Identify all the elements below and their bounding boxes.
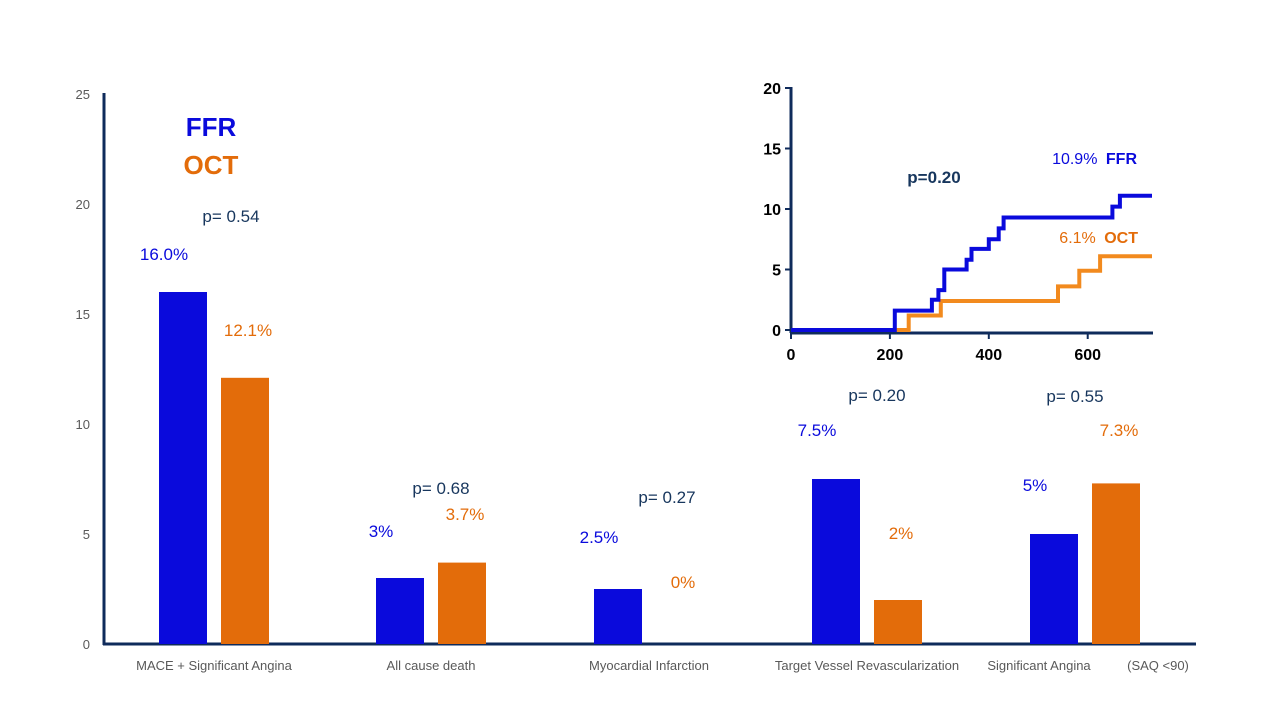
inset-p-value: p=0.20: [907, 168, 960, 187]
y-tick-label: 15: [76, 307, 90, 322]
category-label: All cause death: [387, 658, 476, 673]
ffr-value-label: 7.5%: [798, 421, 837, 440]
ffr-bar: [376, 578, 424, 644]
ffr-bar: [1030, 534, 1078, 644]
oct-bar: [221, 377, 269, 644]
category-labels: MACE + Significant Angina All cause death…: [136, 658, 1091, 673]
oct-value-label: 12.1%: [224, 321, 272, 340]
oct-value-label: 0%: [671, 573, 696, 592]
y-tick-label: 10: [76, 417, 90, 432]
oct-value-label: 2%: [889, 524, 914, 543]
ffr-value-label: 5%: [1023, 476, 1048, 495]
oct-value-label: 7.3%: [1100, 421, 1139, 440]
inset-y-tick-label: 15: [763, 142, 781, 159]
inset-oct-label: 6.1% OCT: [1059, 230, 1138, 247]
inset-x-tick-label: 600: [1074, 347, 1101, 364]
oct-bar: [438, 562, 486, 644]
inset-oct-pct: 6.1%: [1059, 230, 1095, 247]
inset-x-tick-label: 0: [787, 347, 796, 364]
oct-step-line: [791, 254, 1152, 332]
ffr-bar: [594, 589, 642, 644]
inset-ffr-pct: 10.9%: [1052, 151, 1097, 168]
legend-oct: OCT: [184, 150, 239, 180]
bar-value-labels: 16.0% 3% 2.5% 7.5% 5% 12.1% 3.7% 0% 2% 7.3%: [140, 245, 1138, 592]
y-tick-label: 20: [76, 197, 90, 212]
p-value-labels: p= 0.54 p= 0.68 p= 0.27 p= 0.20 p= 0.55: [202, 207, 1103, 507]
inset-y-tick-label: 10: [763, 202, 781, 219]
legend: FFR OCT: [184, 112, 239, 180]
inset-y-tick-label: 5: [772, 263, 781, 280]
p-value-label: p= 0.27: [638, 488, 695, 507]
ffr-step-line: [791, 193, 1152, 332]
inset-ffr-name: FFR: [1106, 151, 1138, 168]
inset-y-tick-label: 0: [772, 323, 781, 340]
y-tick-label: 5: [83, 527, 90, 542]
p-value-label: p= 0.54: [202, 207, 259, 226]
p-value-label: p= 0.20: [848, 386, 905, 405]
y-tick-label: 0: [83, 637, 90, 652]
footnote-label: (SAQ <90): [1127, 658, 1189, 673]
inset-x-tick-label: 200: [877, 347, 904, 364]
inset-ffr-label: 10.9% FFR: [1052, 151, 1137, 168]
category-label: Significant Angina: [987, 658, 1091, 673]
legend-ffr: FFR: [186, 112, 237, 142]
bars: [159, 292, 1140, 644]
bar-chart: 0 5 10 15 20 25 16.0% 3% 2.5% 7.5% 5% 12.1% 3.7% 0% 2…: [76, 87, 1196, 673]
y-tick-labels: 0 5 10 15 20 25: [76, 87, 90, 652]
ffr-value-label: 2.5%: [580, 528, 619, 547]
inset-y-tick-label: 20: [763, 81, 781, 98]
ffr-value-label: 16.0%: [140, 245, 188, 264]
ffr-bar: [159, 292, 207, 644]
oct-bar: [874, 600, 922, 644]
category-label: Target Vessel Revascularization: [775, 658, 959, 673]
oct-bar: [1092, 483, 1140, 644]
inset-series-lines: [791, 193, 1152, 332]
ffr-value-label: 3%: [369, 522, 394, 541]
category-label: Myocardial Infarction: [589, 658, 709, 673]
ffr-bar: [812, 479, 860, 644]
inset-oct-name: OCT: [1104, 230, 1138, 247]
y-tick-label: 25: [76, 87, 90, 102]
p-value-label: p= 0.55: [1046, 387, 1103, 406]
category-label: MACE + Significant Angina: [136, 658, 292, 673]
p-value-label: p= 0.68: [412, 479, 469, 498]
inset-x-tick-label: 400: [975, 347, 1002, 364]
oct-value-label: 3.7%: [446, 505, 485, 524]
